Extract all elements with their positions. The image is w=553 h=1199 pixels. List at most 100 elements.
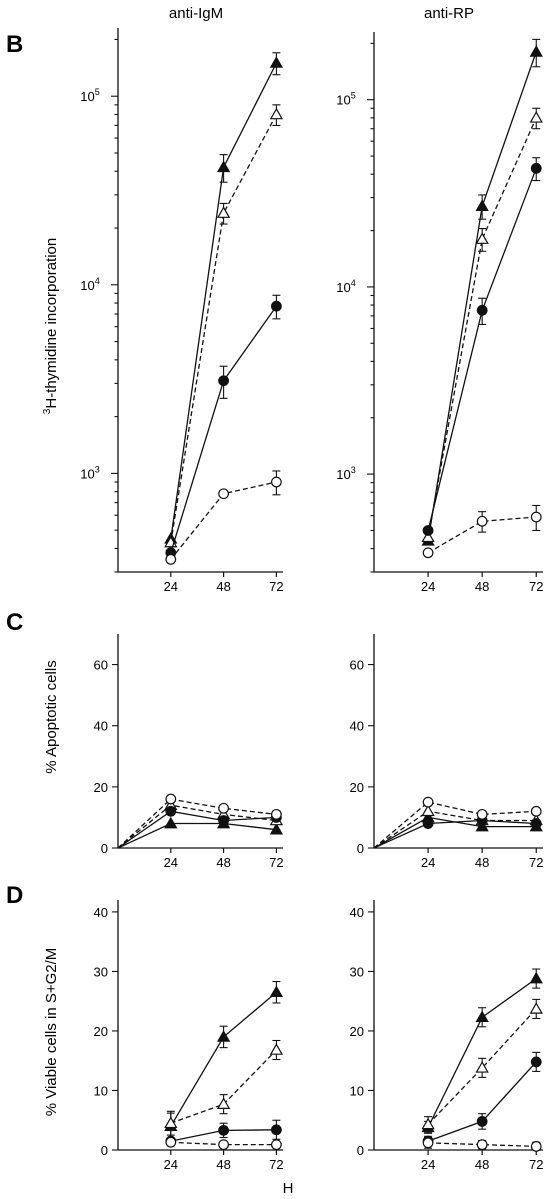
- data-point-triangle-open: [421, 1117, 435, 1130]
- y-tick-label: 20: [94, 1024, 108, 1039]
- series-line: [373, 819, 537, 849]
- y-tick-label: 40: [350, 719, 364, 734]
- series-circle-open: [422, 1136, 542, 1152]
- y-tick-label: 105: [336, 91, 355, 108]
- data-point-circle-open: [422, 547, 434, 559]
- series-triangle-filled: [421, 38, 543, 546]
- data-point-circle-open: [422, 796, 434, 808]
- data-point-circle-filled: [422, 818, 434, 829]
- data-point-triangle-open: [475, 1061, 489, 1073]
- data-point-circle-open: [218, 802, 230, 814]
- data-point-triangle-open: [421, 804, 435, 817]
- y-tick-label: 103: [80, 464, 99, 481]
- data-point-triangle-filled: [269, 56, 284, 68]
- series-triangle-open: [164, 1039, 284, 1136]
- series-triangle-filled: [117, 816, 284, 849]
- series-line: [170, 114, 277, 543]
- y-tick-label: 0: [357, 1143, 364, 1158]
- data-point-triangle-open: [529, 1002, 543, 1014]
- series-line: [170, 62, 277, 539]
- series-triangle-filled: [373, 810, 543, 849]
- data-point-circle-filled: [476, 304, 488, 316]
- y-tick-label: 40: [94, 719, 108, 734]
- data-point-triangle-filled: [269, 822, 284, 835]
- x-tick-label: 72: [529, 1157, 543, 1172]
- chart-d-antiigm: 24 48 72 0 10 20 30 40: [94, 900, 284, 1172]
- data-point-circle-filled: [271, 300, 282, 312]
- y-tick-label: 60: [350, 658, 364, 673]
- y-axis-label-d: % Viable cells in S+G2/M: [43, 948, 60, 1117]
- data-point-circle-filled: [218, 1124, 230, 1136]
- y-tick-label: 0: [357, 841, 364, 856]
- data-point-triangle-open: [216, 1097, 231, 1109]
- y-tick-label: 30: [94, 964, 108, 979]
- series-circle-open: [422, 504, 542, 559]
- series-line: [427, 1008, 537, 1125]
- x-tick-label: 24: [164, 579, 178, 594]
- data-point-circle-open: [422, 1137, 434, 1149]
- x-tick-label: 48: [216, 1157, 230, 1172]
- data-point-triangle-filled: [475, 819, 489, 832]
- data-point-triangle-open: [475, 232, 489, 244]
- series-line: [117, 822, 277, 849]
- y-tick-label: 10: [94, 1083, 108, 1098]
- series-circle-open: [165, 470, 282, 565]
- y-tick-label: 105: [80, 87, 99, 104]
- y-tick-label-exponent: 3: [95, 464, 100, 474]
- y-tick-label: 0: [101, 1143, 108, 1158]
- x-tick-label: 72: [269, 579, 283, 594]
- data-point-triangle-open: [529, 111, 543, 123]
- data-point-triangle-open: [269, 1043, 284, 1055]
- series-circle-open: [165, 1136, 282, 1151]
- x-tick-label: 24: [421, 855, 435, 870]
- data-point-triangle-filled: [269, 985, 284, 998]
- y-axis-label-b-sup: 3: [42, 408, 53, 414]
- data-point-triangle-open: [269, 107, 284, 120]
- series-line: [373, 810, 537, 849]
- y-tick-label: 30: [350, 964, 364, 979]
- series-line: [117, 810, 277, 849]
- data-point-triangle-filled: [529, 45, 543, 57]
- panel-letter-c: C: [6, 609, 23, 636]
- y-tick-label: 40: [94, 905, 108, 920]
- chart-d-antirp: 24 48 72 0 10 20 30 40: [350, 900, 543, 1172]
- y-tick-label-exponent: 5: [95, 87, 100, 97]
- data-point-circle-open: [476, 1139, 488, 1151]
- data-point-triangle-open: [164, 1116, 178, 1129]
- data-point-triangle-filled: [164, 816, 178, 829]
- y-tick-label-exponent: 5: [351, 91, 356, 101]
- chart-c-antirp: 24 48 72 0 20 40 60: [350, 634, 543, 870]
- x-tick-label: 24: [421, 579, 435, 594]
- series-line: [427, 117, 537, 538]
- y-tick-label: 104: [80, 276, 99, 293]
- data-point-circle-filled: [530, 1056, 542, 1068]
- x-tick-label: 48: [216, 579, 230, 594]
- series-line: [428, 1142, 537, 1148]
- data-point-circle-filled: [271, 1124, 282, 1136]
- y-tick-label-base: 10: [80, 466, 94, 481]
- x-tick-label: 24: [164, 1157, 178, 1172]
- y-tick-label-exponent: 3: [351, 465, 356, 475]
- data-point-circle-open: [218, 1139, 230, 1151]
- y-axis-label-b-main: H-thymidine incorporation: [43, 238, 60, 409]
- data-point-triangle-open: [216, 206, 231, 218]
- y-tick-label-exponent: 4: [351, 278, 356, 288]
- y-tick-label-base: 10: [336, 93, 350, 108]
- data-point-circle-filled: [422, 525, 434, 536]
- data-point-circle-filled: [476, 1116, 488, 1127]
- x-tick-label: 48: [475, 855, 489, 870]
- y-tick-label: 0: [101, 841, 108, 856]
- y-tick-label-exponent: 4: [95, 276, 100, 286]
- x-axis-label: H: [283, 1180, 294, 1197]
- data-point-circle-filled: [218, 375, 230, 387]
- x-tick-label: 48: [475, 579, 489, 594]
- x-tick-label: 72: [269, 1157, 283, 1172]
- x-tick-label: 72: [529, 579, 543, 594]
- y-tick-label-base: 10: [80, 278, 94, 293]
- series-circle-open: [373, 796, 542, 849]
- series-line: [427, 516, 537, 554]
- y-axis-label-c: % Apoptotic cells: [43, 660, 60, 773]
